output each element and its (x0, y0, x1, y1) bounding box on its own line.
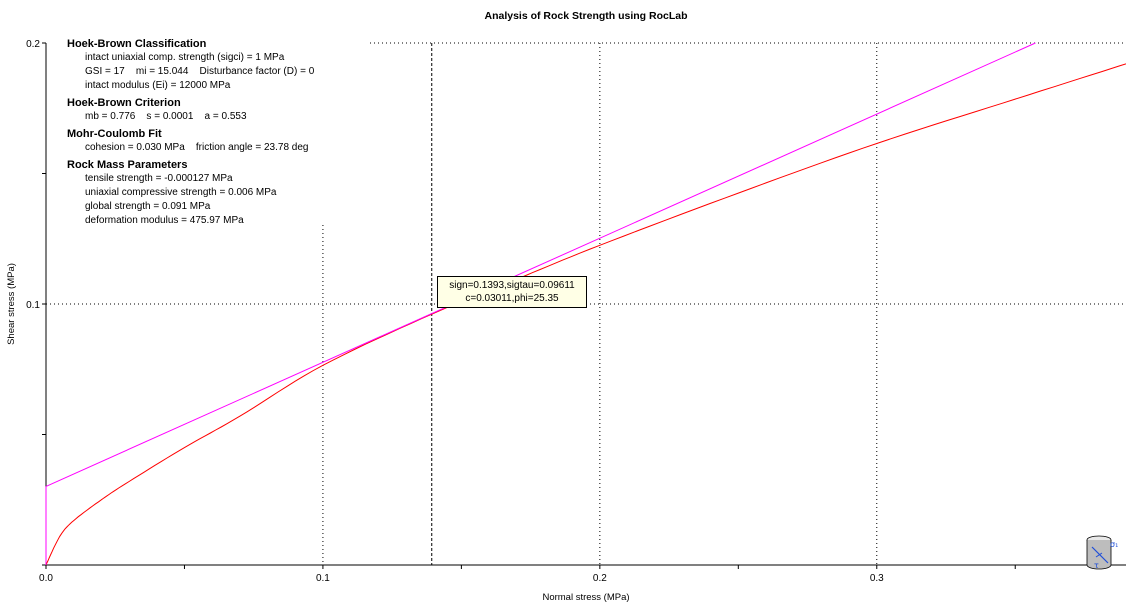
tooltip-line-1: sign=0.1393,sigtau=0.09611 (449, 280, 575, 291)
deformation-line: deformation modulus = 475.97 MPa (85, 215, 244, 226)
tau-label: τ (1094, 561, 1099, 570)
data-series (45, 42, 1126, 566)
tensile-line: tensile strength = -0.000127 MPa (85, 173, 233, 184)
global-strength-line: global strength = 0.091 MPa (85, 201, 211, 212)
y-axis-label: Shear stress (MPa) (6, 263, 17, 345)
hb-classification-heading: Hoek-Brown Classification (67, 38, 207, 50)
sigma-label: σ₁ (1110, 540, 1118, 549)
mc-fit-heading: Mohr-Coulomb Fit (67, 128, 162, 140)
mb-line: mb = 0.776 s = 0.0001 a = 0.553 (85, 111, 247, 122)
rock-mass-heading: Rock Mass Parameters (67, 159, 188, 171)
x-axis-label: Normal stress (MPa) (542, 592, 629, 603)
sigci-line: intact uniaxial comp. strength (sigci) =… (85, 52, 285, 63)
cohesion-line: cohesion = 0.030 MPa friction angle = 23… (85, 142, 309, 153)
tooltip-line-2: c=0.03011,phi=25.35 (465, 293, 559, 304)
ucs-line: uniaxial compressive strength = 0.006 MP… (85, 187, 277, 198)
axes: 0.0 0.1 0.2 0.3 0.1 0.2 (26, 39, 1126, 584)
x-tick-label: 0.3 (870, 573, 884, 584)
hb-criterion-heading: Hoek-Brown Criterion (67, 97, 181, 109)
ei-line: intact modulus (Ei) = 12000 MPa (85, 80, 231, 91)
chart-title: Analysis of Rock Strength using RocLab (484, 10, 687, 22)
y-tick-label: 0.2 (26, 39, 40, 50)
x-tick-label: 0.2 (593, 573, 607, 584)
y-tick-label: 0.1 (26, 300, 40, 311)
x-tick-label: 0.1 (316, 573, 330, 584)
mohr-coulomb-fit-line (45, 42, 1036, 487)
stress-cylinder-icon: σ₁ τ (1086, 535, 1118, 570)
info-panel: Hoek-Brown Classification intact uniaxia… (67, 37, 315, 228)
point-tooltip: sign=0.1393,sigtau=0.09611 c=0.03011,phi… (437, 276, 587, 308)
x-tick-label: 0.0 (39, 573, 53, 584)
hoek-brown-envelope (45, 63, 1126, 566)
gsi-line: GSI = 17 mi = 15.044 Disturbance factor … (85, 66, 315, 77)
